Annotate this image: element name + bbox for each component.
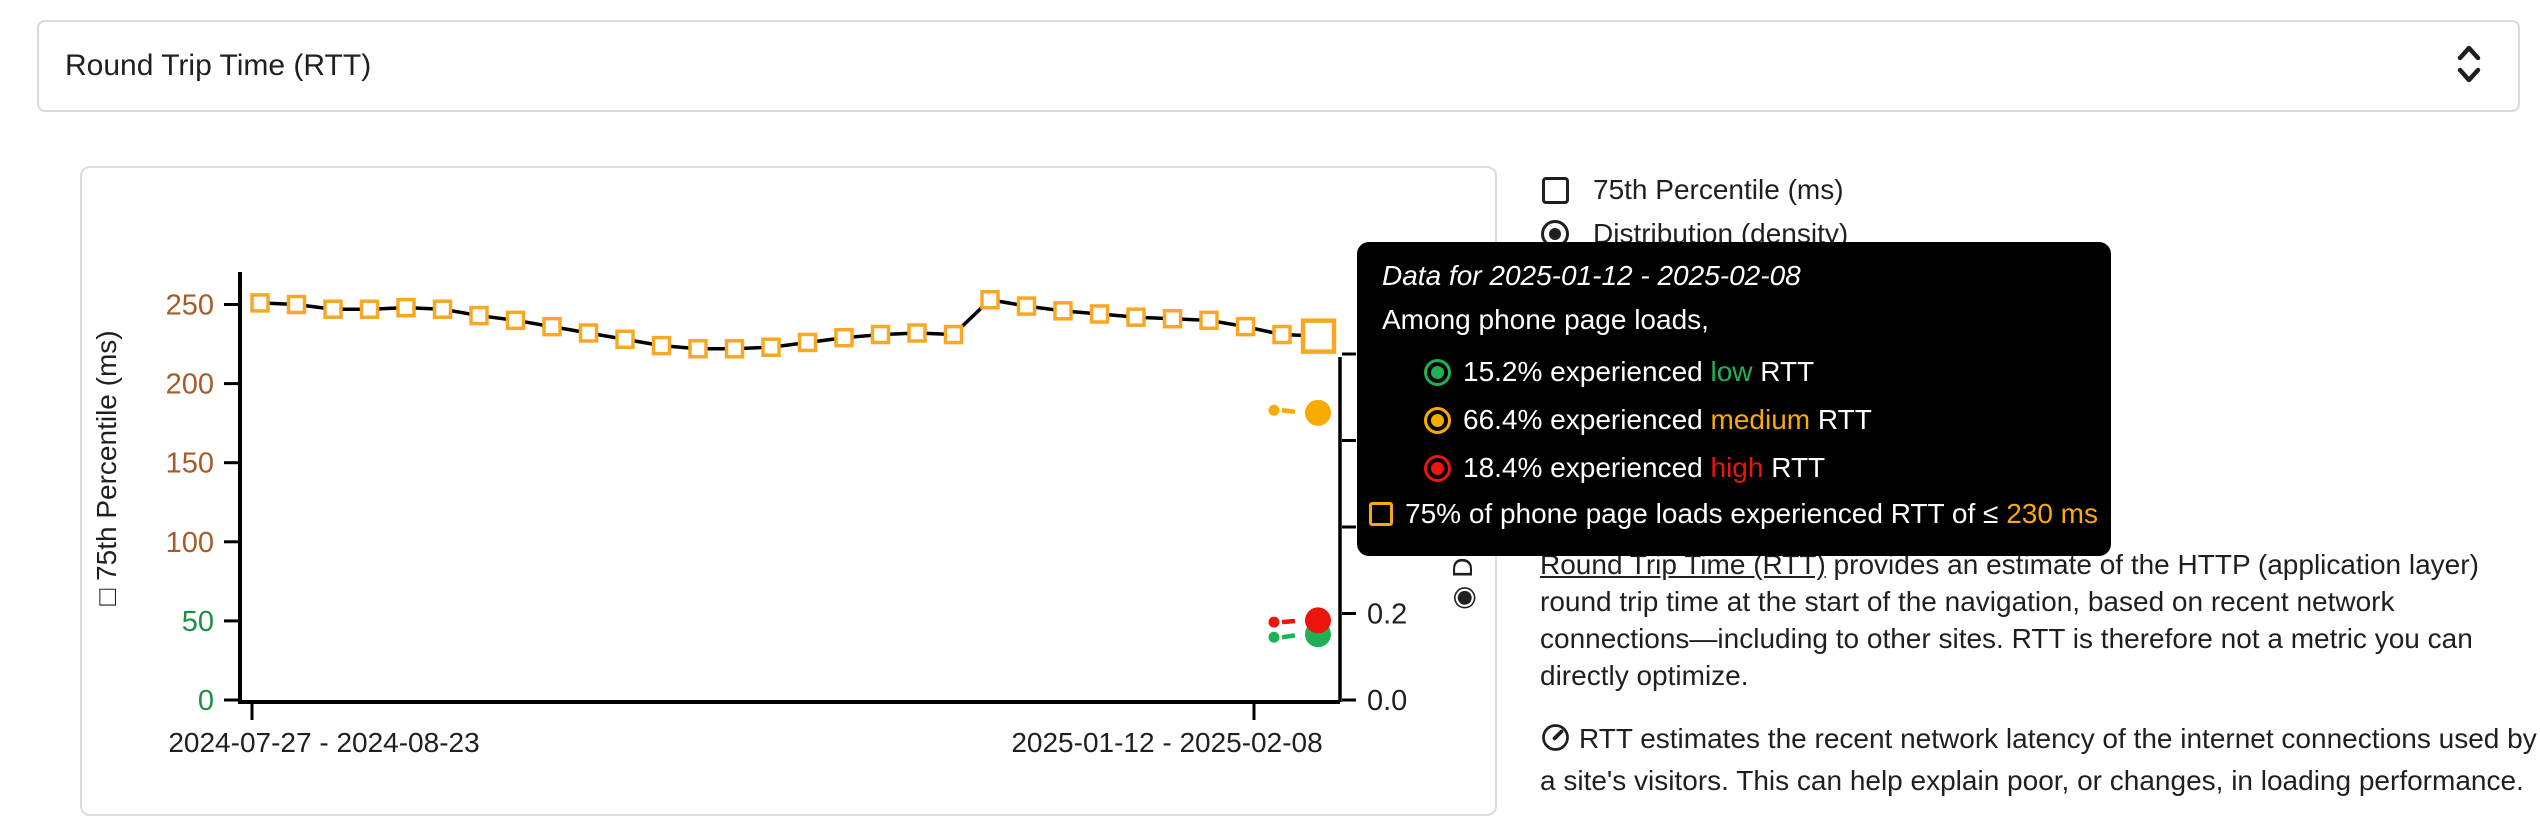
low-dot-icon <box>1424 358 1451 386</box>
metric-select[interactable]: Round Trip Time (RTT) <box>37 20 2520 112</box>
y-tick-label: 100 <box>166 527 214 559</box>
checkbox-icon <box>1542 176 1569 204</box>
data-point-marker[interactable] <box>1126 307 1146 327</box>
low-density-prev-dot <box>1268 631 1280 643</box>
tooltip-title: Data for 2025-01-12 - 2025-02-08 <box>1382 260 1801 291</box>
data-point-marker[interactable] <box>396 297 416 318</box>
metric-description: Round Trip Time (RTT) provides an estima… <box>1540 546 2540 825</box>
chart-legend: 75th Percentile (ms) Distribution (densi… <box>1536 168 2096 256</box>
rtt-chart-card: 0 50 100 150 200 250 0.2 0.0 2024-07-27 - 2024-0… <box>80 166 1497 816</box>
data-point-marker[interactable] <box>1199 310 1219 331</box>
data-point-marker[interactable] <box>250 293 270 313</box>
medium-dot-icon <box>1424 406 1451 434</box>
distribution-markers[interactable] <box>1268 399 1332 648</box>
tooltip-subtitle: Among phone page loads, <box>1382 304 1709 335</box>
data-point-marker[interactable] <box>1089 304 1110 324</box>
medium-density-prev-dot <box>1268 404 1280 416</box>
y-tick-label: 0 <box>198 685 214 717</box>
data-point-marker[interactable] <box>286 294 307 315</box>
x-tick-label: 2024-07-27 - 2024-08-23 <box>168 727 479 758</box>
data-point-marker[interactable] <box>797 332 818 353</box>
axes: 0 50 100 150 200 250 0.2 0.0 2024-07-27 - 2024-0… <box>91 272 1478 758</box>
data-point-marker[interactable] <box>359 299 380 319</box>
selected-point-marker[interactable] <box>1300 318 1337 354</box>
rtt-line-series[interactable] <box>250 290 1337 359</box>
data-point-marker[interactable] <box>469 305 489 326</box>
data-point-marker[interactable] <box>542 316 562 337</box>
threshold-value: 230 ms <box>2006 498 2099 529</box>
data-point-marker[interactable] <box>761 337 781 357</box>
data-point-marker[interactable] <box>870 324 891 345</box>
tooltip-distribution-row: 15.2% experienced low RTT <box>1424 354 1872 390</box>
data-point-marker[interactable] <box>724 339 745 359</box>
y-axis-title: □ 75th Percentile (ms) <box>91 330 122 605</box>
y-tick-label: 50 <box>182 606 214 638</box>
threshold-square-icon <box>1369 502 1393 526</box>
chart-tooltip: Data for 2025-01-12 - 2025-02-08 Among p… <box>1357 242 2111 556</box>
data-point-marker[interactable] <box>1235 316 1256 337</box>
data-point-marker[interactable] <box>980 290 1000 310</box>
high-density-dot <box>1305 607 1331 634</box>
unfold-more-icon <box>2450 38 2488 95</box>
description-text: provides an estimate of the HTTP (applic… <box>1540 549 2479 691</box>
data-point-marker[interactable] <box>578 323 599 343</box>
data-point-marker[interactable] <box>432 299 453 319</box>
data-point-marker[interactable] <box>651 335 672 356</box>
data-point-marker[interactable] <box>834 327 854 348</box>
tooltip-rows: 15.2% experienced low RTT 66.4% experienc… <box>1424 354 1872 498</box>
data-point-marker[interactable] <box>907 323 927 343</box>
data-point-marker[interactable] <box>505 310 526 331</box>
data-point-marker[interactable] <box>323 299 343 319</box>
data-point-marker[interactable] <box>1272 324 1292 345</box>
y2-tick-label: 0.2 <box>1367 599 1407 631</box>
description-paragraph-1: Round Trip Time (RTT) provides an estima… <box>1540 546 2540 694</box>
data-point-marker[interactable] <box>1053 301 1073 321</box>
description-paragraph-2: RTT estimates the recent network latency… <box>1540 720 2540 799</box>
y-tick-label: 250 <box>166 290 214 322</box>
data-point-marker[interactable] <box>943 324 964 345</box>
tooltip-distribution-row: 18.4% experienced high RTT <box>1424 450 1872 486</box>
y-tick-label: 200 <box>166 369 214 401</box>
tooltip-threshold-row: 75% of phone page loads experienced RTT … <box>1369 498 2098 530</box>
data-point-marker[interactable] <box>1162 308 1183 329</box>
data-point-marker[interactable] <box>615 329 635 350</box>
threshold-text: 75% of phone page loads experienced RTT … <box>1405 498 2007 529</box>
y2-tick-label: 0.0 <box>1367 685 1407 717</box>
high-density-prev-dot <box>1268 616 1280 628</box>
legend-item-75th-percentile[interactable]: 75th Percentile (ms) <box>1536 168 2096 212</box>
data-point-marker[interactable] <box>688 339 708 359</box>
gauge-icon <box>1540 722 1571 762</box>
high-dot-icon <box>1424 454 1451 482</box>
medium-density-dot <box>1305 399 1331 426</box>
metric-select-value: Round Trip Time (RTT) <box>65 49 372 82</box>
legend-label: 75th Percentile (ms) <box>1593 174 1844 205</box>
data-point-marker[interactable] <box>1016 296 1037 316</box>
tooltip-distribution-row: 66.4% experienced medium RTT <box>1424 402 1872 438</box>
rtt-chart[interactable]: 0 50 100 150 200 250 0.2 0.0 2024-07-27 - 2024-0… <box>82 168 1495 814</box>
y-tick-label: 150 <box>166 448 214 480</box>
description-text: RTT estimates the recent network latency… <box>1540 723 2537 796</box>
x-tick-label: 2025-01-12 - 2025-02-08 <box>1011 727 1322 758</box>
